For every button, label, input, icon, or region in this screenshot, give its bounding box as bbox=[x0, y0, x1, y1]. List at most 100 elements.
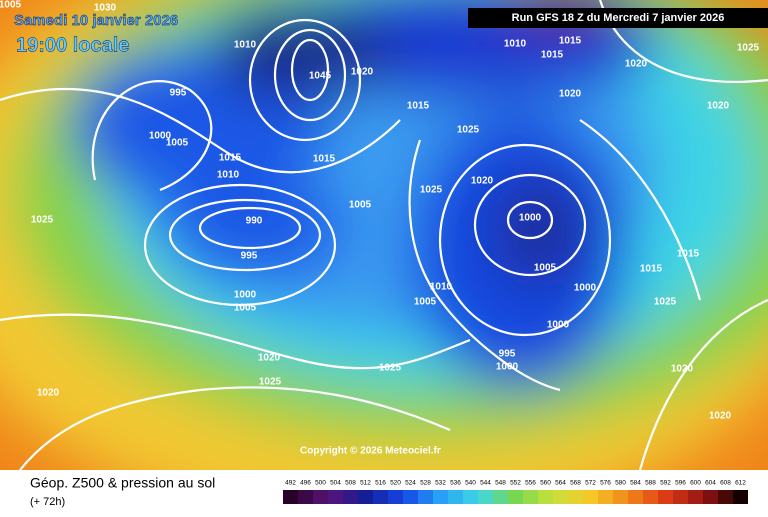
legend-label: 588 bbox=[645, 480, 656, 487]
isobar-label: 1000 bbox=[519, 213, 542, 224]
isobar-label: 1030 bbox=[94, 3, 117, 14]
legend-label: 544 bbox=[480, 480, 491, 487]
isobar-label: 1005 bbox=[0, 0, 22, 11]
legend-swatch bbox=[418, 490, 433, 504]
legend-label: 568 bbox=[570, 480, 581, 487]
isobar-label: 1000 bbox=[547, 320, 570, 331]
legend-swatch bbox=[358, 490, 373, 504]
legend-swatch bbox=[328, 490, 343, 504]
legend-label: 512 bbox=[360, 480, 371, 487]
legend-swatch bbox=[373, 490, 388, 504]
legend-label: 600 bbox=[690, 480, 701, 487]
isobar-label: 1015 bbox=[559, 36, 582, 47]
legend-swatch bbox=[388, 490, 403, 504]
isobar-label: 1020 bbox=[559, 89, 582, 100]
legend-label: 500 bbox=[315, 480, 326, 487]
isobar-label: 995 bbox=[499, 349, 516, 360]
legend-swatch bbox=[283, 490, 298, 504]
legend-label: 504 bbox=[330, 480, 341, 487]
legend-swatch bbox=[733, 490, 748, 504]
legend-swatch bbox=[313, 490, 328, 504]
legend-swatch bbox=[613, 490, 628, 504]
isobar-label: 1025 bbox=[654, 297, 677, 308]
legend-swatch bbox=[688, 490, 703, 504]
legend-label: 572 bbox=[585, 480, 596, 487]
isobar-label: 1045 bbox=[309, 71, 332, 82]
legend-swatch bbox=[538, 490, 553, 504]
isobar-label: 1015 bbox=[677, 249, 700, 260]
copyright: Copyright © 2026 Meteociel.fr bbox=[300, 446, 441, 457]
legend-swatch bbox=[553, 490, 568, 504]
legend-swatch bbox=[643, 490, 658, 504]
legend-label: 560 bbox=[540, 480, 551, 487]
legend-swatch bbox=[403, 490, 418, 504]
legend-swatch bbox=[568, 490, 583, 504]
isobar-label: 1010 bbox=[217, 170, 240, 181]
legend-swatch bbox=[523, 490, 538, 504]
legend-swatch bbox=[583, 490, 598, 504]
legend-swatch bbox=[448, 490, 463, 504]
legend-label: 576 bbox=[600, 480, 611, 487]
run-label: Run GFS 18 Z du Mercredi 7 janvier 2026 bbox=[512, 12, 725, 24]
isobar-label: 1020 bbox=[709, 411, 732, 422]
isobar-label: 1025 bbox=[31, 215, 54, 226]
legend-label: 608 bbox=[720, 480, 731, 487]
isobar-label: 1010 bbox=[430, 282, 453, 293]
legend-label: 532 bbox=[435, 480, 446, 487]
legend-label: 564 bbox=[555, 480, 566, 487]
legend-label: 584 bbox=[630, 480, 641, 487]
isobar-label: 1015 bbox=[407, 101, 430, 112]
isobar-label: 1020 bbox=[707, 101, 730, 112]
legend-label: 516 bbox=[375, 480, 386, 487]
isobar-label: 1020 bbox=[258, 353, 281, 364]
legend-label: 580 bbox=[615, 480, 626, 487]
legend-swatch bbox=[493, 490, 508, 504]
isobar-lines bbox=[0, 0, 768, 471]
legend-label: 592 bbox=[660, 480, 671, 487]
isobar-label: 1025 bbox=[420, 185, 443, 196]
isobar-label: 1025 bbox=[259, 377, 282, 388]
legend-swatch bbox=[508, 490, 523, 504]
legend-swatch bbox=[658, 490, 673, 504]
legend-label: 552 bbox=[510, 480, 521, 487]
isobar-label: 1005 bbox=[349, 200, 372, 211]
legend-label: 508 bbox=[345, 480, 356, 487]
isobar-label: 995 bbox=[170, 88, 187, 99]
legend-label: 548 bbox=[495, 480, 506, 487]
legend-label: 524 bbox=[405, 480, 416, 487]
isobar-label: 1000 bbox=[496, 362, 519, 373]
isobar-label: 1020 bbox=[671, 364, 694, 375]
isobar-label: 1025 bbox=[457, 125, 480, 136]
run-box bbox=[468, 8, 768, 28]
isobar-label: 1020 bbox=[471, 176, 494, 187]
legend-label: 536 bbox=[450, 480, 461, 487]
isobar-label: 1015 bbox=[640, 264, 663, 275]
legend-label: 604 bbox=[705, 480, 716, 487]
footer-lead: (+ 72h) bbox=[30, 496, 65, 508]
legend-swatch bbox=[628, 490, 643, 504]
time-label: 19:00 locale bbox=[16, 34, 129, 56]
isobar-label: 1005 bbox=[414, 297, 437, 308]
legend-swatch bbox=[598, 490, 613, 504]
isobar-label: 995 bbox=[241, 251, 258, 262]
isobar-label: 1000 bbox=[234, 290, 257, 301]
legend-label: 520 bbox=[390, 480, 401, 487]
legend-swatch bbox=[463, 490, 478, 504]
legend-swatch bbox=[478, 490, 493, 504]
legend-label: 492 bbox=[285, 480, 296, 487]
isobar-label: 1020 bbox=[351, 67, 374, 78]
isobar-label: 990 bbox=[246, 216, 263, 227]
legend-label: 596 bbox=[675, 480, 686, 487]
legend-swatch bbox=[298, 490, 313, 504]
legend-label: 496 bbox=[300, 480, 311, 487]
isobar-label: 1015 bbox=[219, 153, 242, 164]
isobar-label: 1015 bbox=[313, 154, 336, 165]
legend-swatch bbox=[343, 490, 358, 504]
legend-label: 612 bbox=[735, 480, 746, 487]
legend-swatch bbox=[433, 490, 448, 504]
isobar-label: 1010 bbox=[234, 40, 257, 51]
legend-label: 540 bbox=[465, 480, 476, 487]
isobar-label: 1025 bbox=[737, 43, 760, 54]
isobar-label: 1025 bbox=[379, 363, 402, 374]
